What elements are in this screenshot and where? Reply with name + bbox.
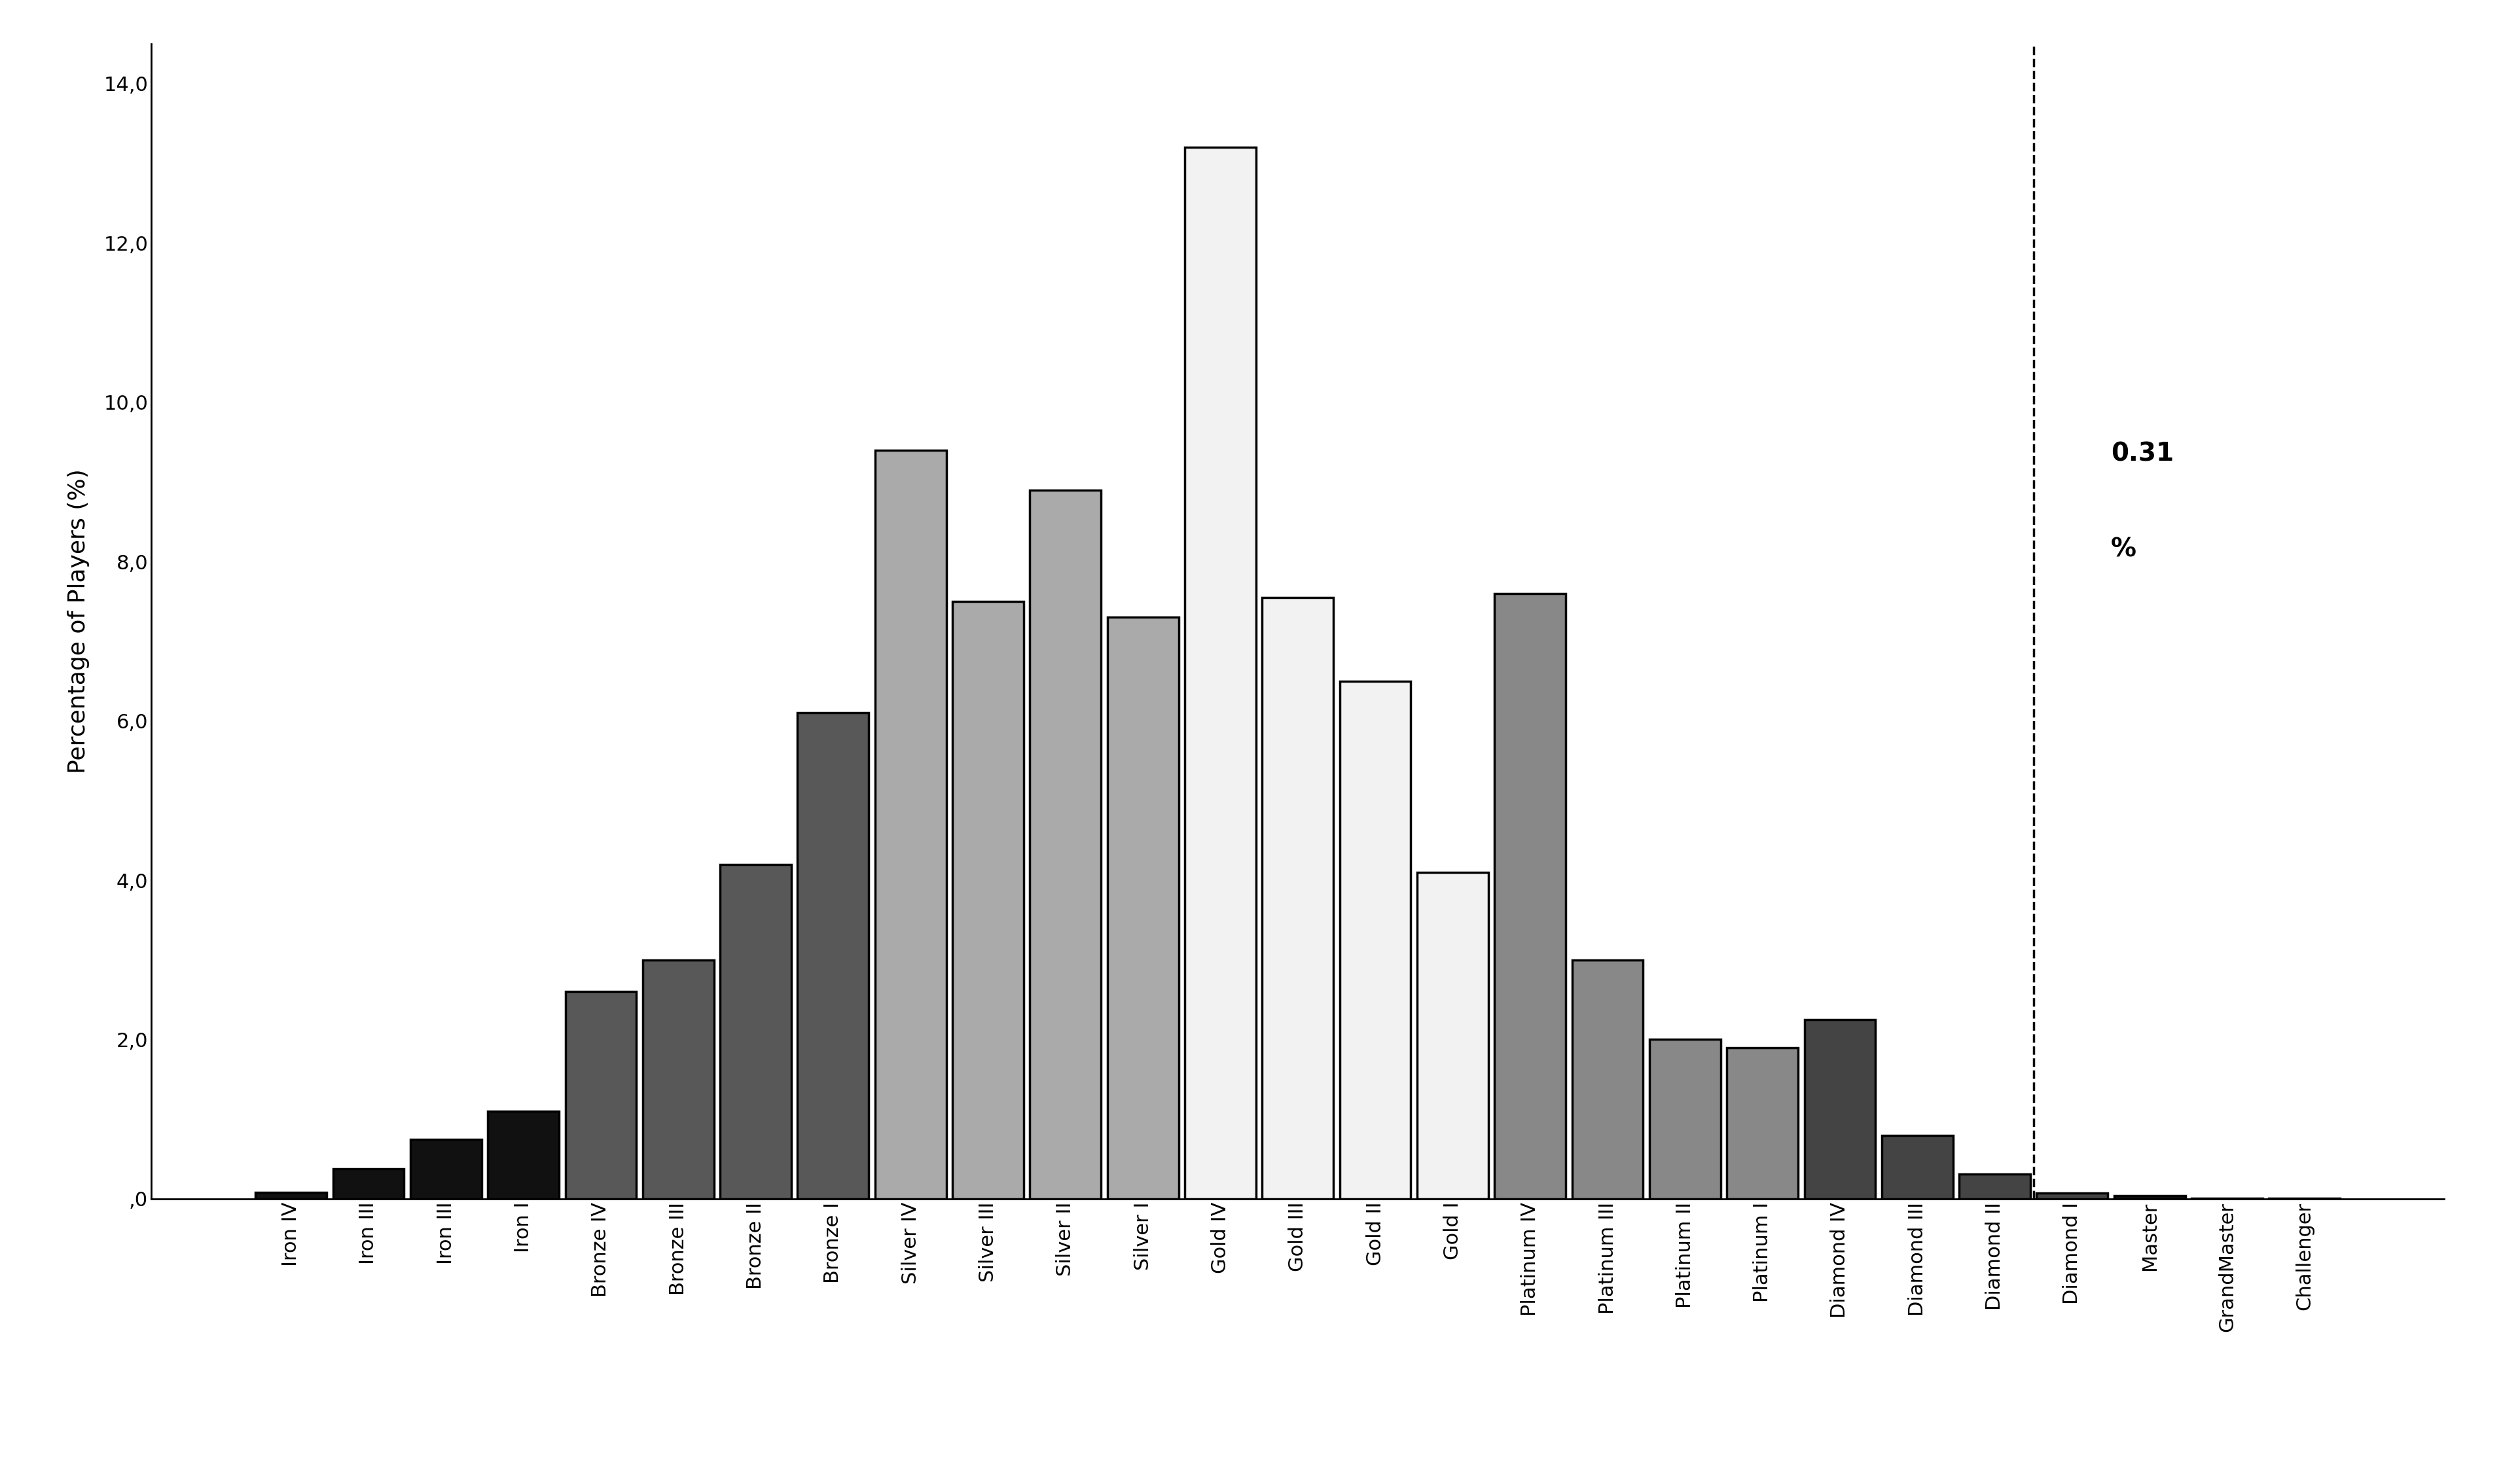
Bar [564, 991, 638, 1199]
Bar [643, 961, 713, 1199]
Bar [874, 450, 945, 1199]
Bar [255, 1193, 328, 1199]
Bar [796, 713, 869, 1199]
Bar [1106, 617, 1179, 1199]
Bar [1726, 1047, 1799, 1199]
Bar [1572, 961, 1643, 1199]
Bar [1416, 873, 1489, 1199]
Bar [333, 1168, 403, 1199]
Bar [411, 1139, 481, 1199]
Y-axis label: Percentage of Players (%): Percentage of Players (%) [68, 469, 91, 773]
Bar [1882, 1135, 1953, 1199]
Text: 0.31: 0.31 [2112, 442, 2175, 466]
Bar [1341, 681, 1411, 1199]
Bar [953, 601, 1023, 1199]
Bar [1031, 490, 1101, 1199]
Bar [1804, 1019, 1875, 1199]
Bar [489, 1111, 559, 1199]
Text: %: % [2112, 537, 2137, 561]
Bar [721, 864, 791, 1199]
Bar [2036, 1193, 2107, 1199]
Bar [1263, 598, 1333, 1199]
Bar [2114, 1196, 2185, 1199]
Bar [1184, 148, 1255, 1199]
Bar [1958, 1174, 2031, 1199]
Bar [1651, 1039, 1721, 1199]
Bar [1494, 594, 1565, 1199]
